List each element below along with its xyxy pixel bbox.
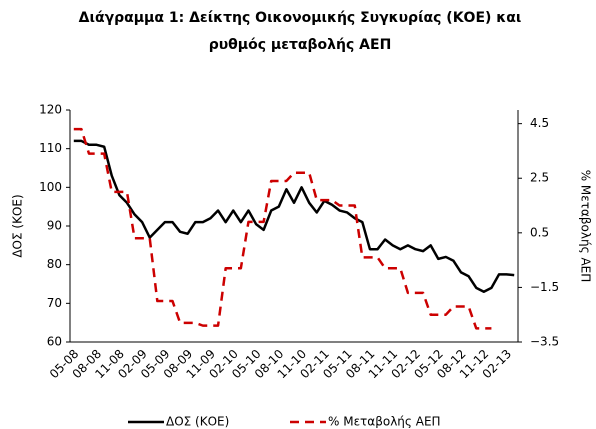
y2-tick-label: 4.5 (530, 116, 549, 130)
y2-axis-label: % Μεταβολής ΑΕΠ (579, 170, 593, 283)
y-tick-label: 110 (39, 141, 62, 155)
series-line (73, 139, 515, 293)
y2-tick-label: 0.5 (530, 225, 549, 239)
series-line (73, 127, 492, 330)
y-tick-label: 70 (47, 296, 62, 310)
y2-tick-label: −1.5 (530, 280, 559, 294)
y-tick-label: 60 (47, 335, 62, 349)
y-axis-label: ΔΟΣ (ΚΟΕ) (11, 194, 25, 257)
legend-label: ΔΟΣ (ΚΟΕ) (166, 415, 229, 429)
y-tick-label: 90 (47, 219, 62, 233)
y-tick-label: 80 (47, 257, 62, 271)
y-tick-label: 120 (39, 103, 62, 117)
y2-tick-label: 2.5 (530, 171, 549, 185)
chart-title: Διάγραμμα 1: Δείκτης Οικονομικής Συγκυρί… (79, 10, 522, 26)
legend-label: % Μεταβολής ΑΕΠ (328, 415, 441, 429)
y-tick-label: 100 (39, 180, 62, 194)
y2-tick-label: −3.5 (530, 335, 559, 349)
chart-title: ρυθμός μεταβολής ΑΕΠ (209, 37, 392, 53)
